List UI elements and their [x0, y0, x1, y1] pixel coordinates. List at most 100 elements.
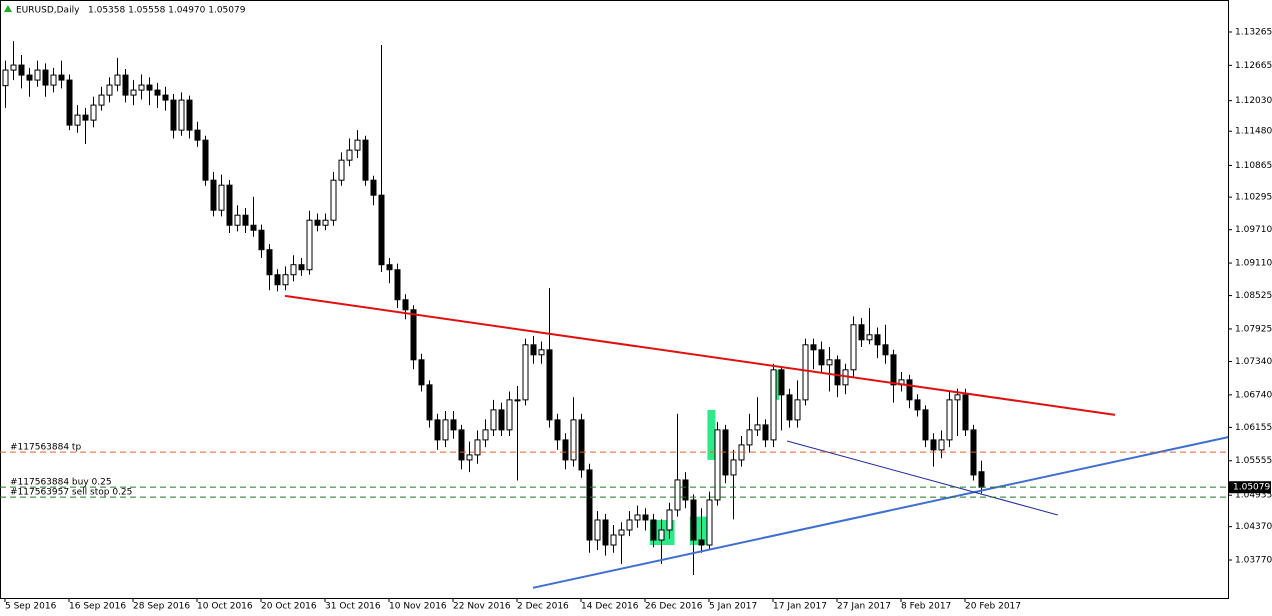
y-tick-label: 1.07340	[1235, 357, 1272, 367]
price-tag	[1229, 481, 1271, 494]
candle-body	[778, 369, 785, 396]
trend-line	[532, 436, 1229, 589]
candle-body	[450, 419, 457, 431]
candle-body	[706, 499, 713, 546]
candle-body	[794, 399, 801, 421]
candle-body	[938, 439, 945, 451]
candle-body	[122, 74, 129, 96]
candle-body	[418, 359, 425, 386]
candle-body	[762, 424, 769, 441]
candle-body	[634, 514, 641, 521]
x-tick-label: 14 Dec 2016	[581, 602, 639, 612]
candle-body	[578, 419, 585, 471]
y-tick-label: 1.13265	[1235, 27, 1272, 37]
candle-body	[234, 214, 241, 226]
candle-body	[802, 344, 809, 401]
candle-body	[90, 104, 97, 121]
candle-body	[946, 399, 953, 441]
x-tick-label: 17 Jan 2017	[773, 602, 827, 612]
candle-body	[874, 334, 881, 346]
candle-body	[426, 384, 433, 421]
candle-body	[554, 419, 561, 441]
candle-body	[338, 159, 345, 181]
trend-line	[284, 294, 1116, 416]
candle-body	[690, 499, 697, 541]
candle-body	[82, 114, 89, 121]
candle-body	[42, 69, 49, 86]
candle-body	[378, 194, 385, 266]
candle-body	[290, 264, 297, 276]
candle-body	[498, 409, 505, 431]
y-tick-label: 1.10865	[1235, 161, 1272, 171]
x-tick-label: 31 Oct 2016	[325, 602, 381, 612]
candle-body	[394, 269, 401, 301]
candle-body	[730, 459, 737, 476]
candle-body	[642, 514, 649, 521]
x-tick-label: 22 Nov 2016	[453, 602, 511, 612]
candle-body	[466, 454, 473, 461]
candle-body	[530, 344, 537, 356]
y-tick-label: 1.12665	[1235, 61, 1272, 71]
candle-body	[50, 74, 57, 86]
candle-body	[114, 74, 121, 86]
candle-body	[146, 84, 153, 91]
candle-body	[618, 529, 625, 536]
candle-body	[626, 519, 633, 531]
candle-body	[698, 539, 705, 546]
candle-body	[410, 309, 417, 361]
candle-body	[930, 439, 937, 451]
candle-body	[322, 219, 329, 226]
candle-body	[210, 179, 217, 211]
trend-line	[786, 440, 1058, 516]
y-tick-label: 1.11480	[1235, 127, 1272, 137]
x-tick-label: 8 Feb 2017	[901, 602, 951, 612]
candle-body	[178, 99, 185, 131]
candle-body	[746, 429, 753, 446]
candle-body	[570, 419, 577, 461]
candle-body	[258, 229, 265, 251]
candle-body	[562, 439, 569, 461]
quote: 1.05358 1.05558 1.04970 1.05079	[88, 6, 246, 16]
candle-body	[242, 214, 249, 226]
candle-body	[362, 139, 369, 181]
candle-body	[650, 519, 657, 541]
candle-body	[658, 529, 665, 541]
x-tick-label: 10 Oct 2016	[197, 602, 253, 612]
candle-body	[402, 299, 409, 311]
y-tick-label: 1.04370	[1235, 522, 1272, 532]
candle-body	[10, 64, 17, 71]
candle-body	[834, 359, 841, 386]
candle-body	[882, 344, 889, 356]
candle-body	[98, 94, 105, 106]
y-tick-label: 1.12030	[1235, 96, 1272, 106]
candle-body	[386, 264, 393, 271]
x-tick-label: 2 Dec 2016	[517, 602, 569, 612]
candle-body	[506, 399, 513, 431]
candle-body	[138, 84, 145, 91]
y-tick-label: 1.04935	[1235, 491, 1272, 501]
candle-body	[18, 64, 25, 76]
pattern-highlight	[707, 409, 716, 460]
candle-body	[66, 79, 73, 126]
order-label: #117563884 tp	[10, 443, 81, 453]
candle-body	[298, 264, 305, 271]
candle-body	[194, 129, 201, 141]
order-label: #117563884 buy 0.25	[10, 478, 112, 488]
y-tick-label: 1.09710	[1235, 225, 1272, 235]
y-tick-label: 1.06155	[1235, 423, 1272, 433]
y-tick-label: 1.05555	[1235, 456, 1272, 466]
candle-body	[602, 519, 609, 546]
x-tick-label: 28 Sep 2016	[133, 602, 190, 612]
x-tick-label: 20 Oct 2016	[261, 602, 317, 612]
candle-body	[74, 114, 81, 126]
candle-body	[202, 139, 209, 181]
candle-body	[170, 99, 177, 131]
candle-body	[522, 344, 529, 401]
candle-body	[906, 379, 913, 401]
y-tick-label: 1.09110	[1235, 259, 1272, 269]
candle-body	[26, 74, 33, 81]
y-tick-label: 1.08525	[1235, 291, 1272, 301]
candle-body	[914, 399, 921, 411]
candle-body	[922, 409, 929, 441]
